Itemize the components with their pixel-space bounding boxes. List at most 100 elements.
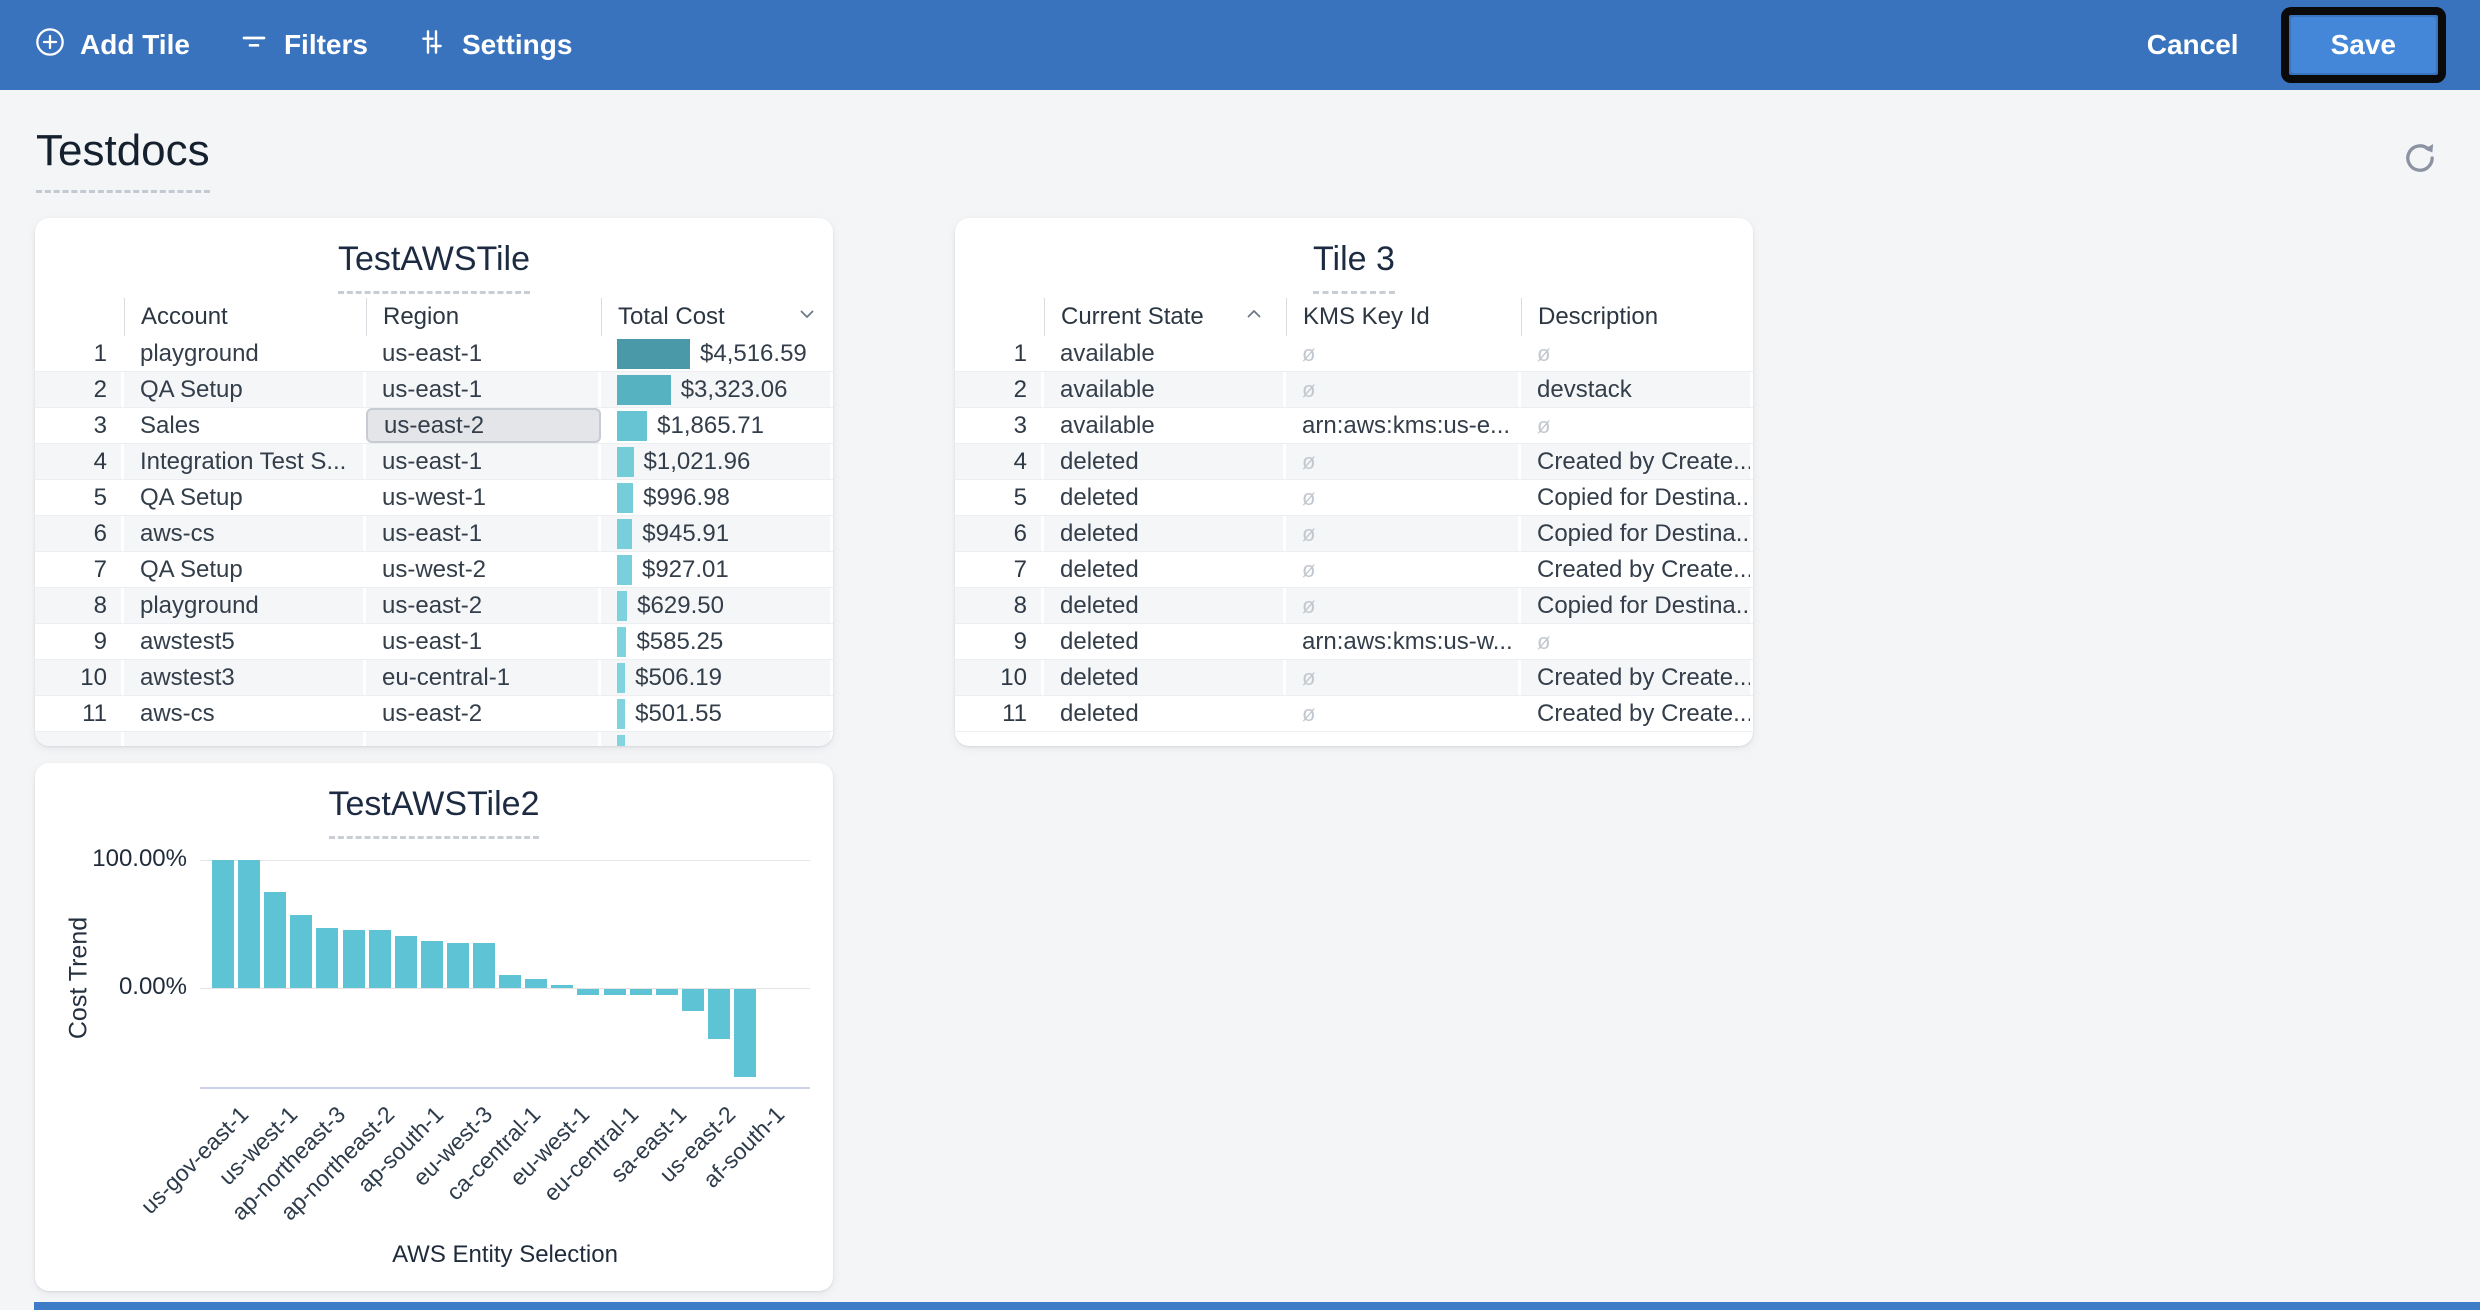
cell-current-state[interactable]: deleted [1044,444,1286,479]
add-tile-button[interactable]: Add Tile [34,26,190,65]
cell-current-state[interactable]: available [1044,372,1286,407]
cell-description[interactable]: Copied for Destina... [1521,588,1753,623]
refresh-button[interactable] [2400,138,2440,178]
cell-account[interactable]: aws-cs [124,696,366,731]
column-header-region[interactable]: Region [366,298,601,336]
chart-bar[interactable] [420,940,443,988]
cell-description[interactable]: devstack [1521,372,1753,407]
chart-bar[interactable] [238,860,261,988]
cell-current-state[interactable]: deleted [1044,624,1286,659]
cell-account[interactable]: playground [124,336,366,371]
cell-region[interactable]: us-east-1 [366,516,601,551]
tile-tile3[interactable]: Tile 3 Current State KMS Key Id Descript… [955,218,1753,746]
cell-description[interactable]: Created by Create... [1521,696,1753,731]
cell-description[interactable]: Copied for Destina... [1521,516,1753,551]
cell-total-cost[interactable]: $3,323.06 [601,372,833,407]
column-header-total-cost[interactable]: Total Cost [601,298,833,336]
column-header-kms-key-id[interactable]: KMS Key Id [1286,298,1521,336]
chart-bar[interactable] [707,989,730,1039]
cell-current-state[interactable]: deleted [1044,516,1286,551]
cell-account[interactable] [124,732,366,746]
settings-button[interactable]: Settings [416,26,572,65]
cell-region[interactable]: us-east-2 [366,588,601,623]
save-button[interactable]: Save [2290,17,2436,73]
cell-description[interactable]: Created by Create... [1521,552,1753,587]
chart-bar[interactable] [212,860,234,988]
chart-bar[interactable] [290,915,313,988]
chart-bar[interactable] [551,985,574,988]
cell-current-state[interactable]: deleted [1044,660,1286,695]
chart-bar[interactable] [394,935,417,988]
cell-account[interactable]: QA Setup [124,552,366,587]
cell-region[interactable]: us-east-1 [366,444,601,479]
chart-bar[interactable] [603,989,626,996]
cell-current-state[interactable]: deleted [1044,552,1286,587]
column-header-description[interactable]: Description [1521,298,1753,336]
cell-total-cost[interactable] [601,732,833,746]
chart-bar[interactable] [525,979,548,988]
tile-title[interactable]: Tile 3 [1313,240,1395,294]
filters-button[interactable]: Filters [238,26,368,65]
column-header-account[interactable]: Account [124,298,366,336]
chart-bar[interactable] [264,892,287,988]
cell-account[interactable]: awstest5 [124,624,366,659]
chart-bar[interactable] [368,930,391,988]
cell-total-cost[interactable]: $1,021.96 [601,444,833,479]
cell-kms-key-id[interactable]: ø [1286,552,1521,587]
cell-kms-key-id[interactable]: ø [1286,516,1521,551]
cell-account[interactable]: Sales [124,408,366,443]
cell-kms-key-id[interactable]: ø [1286,336,1521,371]
cell-description[interactable]: ø [1521,408,1753,443]
cell-kms-key-id[interactable]: ø [1286,444,1521,479]
cell-total-cost[interactable]: $4,516.59 [601,336,833,371]
chart-bar[interactable] [342,930,365,988]
cell-kms-key-id[interactable]: arn:aws:kms:us-w... [1286,624,1521,659]
chart-bar[interactable] [577,989,600,996]
cell-current-state[interactable]: deleted [1044,696,1286,731]
cell-region[interactable]: us-west-2 [366,552,601,587]
cell-current-state[interactable]: available [1044,336,1286,371]
chart-bar[interactable] [629,989,652,996]
cell-region[interactable]: us-west-1 [366,480,601,515]
cell-region[interactable]: us-east-1 [366,372,601,407]
cell-account[interactable]: aws-cs [124,516,366,551]
cell-kms-key-id[interactable]: ø [1286,696,1521,731]
cell-total-cost[interactable]: $1,865.71 [601,408,833,443]
cell-kms-key-id[interactable]: ø [1286,372,1521,407]
cell-total-cost[interactable]: $945.91 [601,516,833,551]
cell-region[interactable]: us-east-1 [366,336,601,371]
chart-bar[interactable] [681,989,704,1011]
tile-testawstile2-chart[interactable]: TestAWSTile2 100.00% 0.00% Cost Trend us… [35,763,833,1291]
cell-description[interactable]: Created by Create... [1521,660,1753,695]
cell-total-cost[interactable]: $629.50 [601,588,833,623]
chevron-up-icon[interactable] [1242,302,1266,333]
cell-region[interactable]: us-east-1 [366,624,601,659]
cell-description[interactable]: Copied for Destina... [1521,480,1753,515]
cell-account[interactable]: playground [124,588,366,623]
cell-description[interactable]: ø [1521,624,1753,659]
cancel-button[interactable]: Cancel [2146,29,2239,60]
page-title[interactable]: Testdocs [36,126,210,193]
cell-account[interactable]: QA Setup [124,372,366,407]
column-header-current-state[interactable]: Current State [1044,298,1286,336]
cell-account[interactable]: awstest3 [124,660,366,695]
cell-region[interactable]: us-east-2 [366,696,601,731]
cell-kms-key-id[interactable]: ø [1286,588,1521,623]
cell-total-cost[interactable]: $506.19 [601,660,833,695]
cell-current-state[interactable]: deleted [1044,480,1286,515]
cell-account[interactable]: Integration Test S... [124,444,366,479]
cell-region[interactable]: eu-central-1 [366,660,601,695]
cell-region[interactable] [366,732,601,746]
cell-kms-key-id[interactable]: arn:aws:kms:us-e... [1286,408,1521,443]
chart-bar[interactable] [499,975,522,988]
chevron-down-icon[interactable] [795,302,819,333]
cell-total-cost[interactable]: $585.25 [601,624,833,659]
cell-account[interactable]: QA Setup [124,480,366,515]
cell-total-cost[interactable]: $927.01 [601,552,833,587]
chart-bar[interactable] [655,989,678,996]
cell-description[interactable]: Created by Create... [1521,444,1753,479]
chart-bar[interactable] [734,989,756,1078]
chart-bar[interactable] [316,927,339,988]
cell-total-cost[interactable]: $996.98 [601,480,833,515]
